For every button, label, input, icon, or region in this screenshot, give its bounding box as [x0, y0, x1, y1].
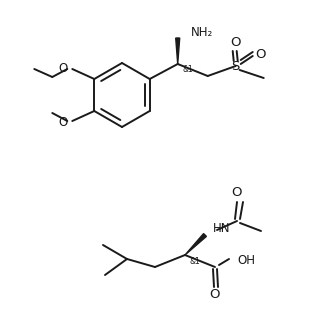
Text: O: O — [230, 36, 241, 49]
Text: O: O — [210, 288, 220, 301]
Text: OH: OH — [237, 254, 255, 267]
Text: O: O — [232, 186, 242, 199]
Text: &1: &1 — [183, 66, 193, 75]
Text: HN: HN — [213, 221, 231, 234]
Text: &1: &1 — [190, 257, 201, 266]
Polygon shape — [185, 233, 206, 255]
Text: S: S — [232, 60, 240, 73]
Text: NH₂: NH₂ — [191, 27, 213, 40]
Text: O: O — [58, 62, 67, 75]
Text: O: O — [58, 116, 67, 129]
Text: O: O — [256, 48, 266, 61]
Polygon shape — [176, 38, 180, 64]
